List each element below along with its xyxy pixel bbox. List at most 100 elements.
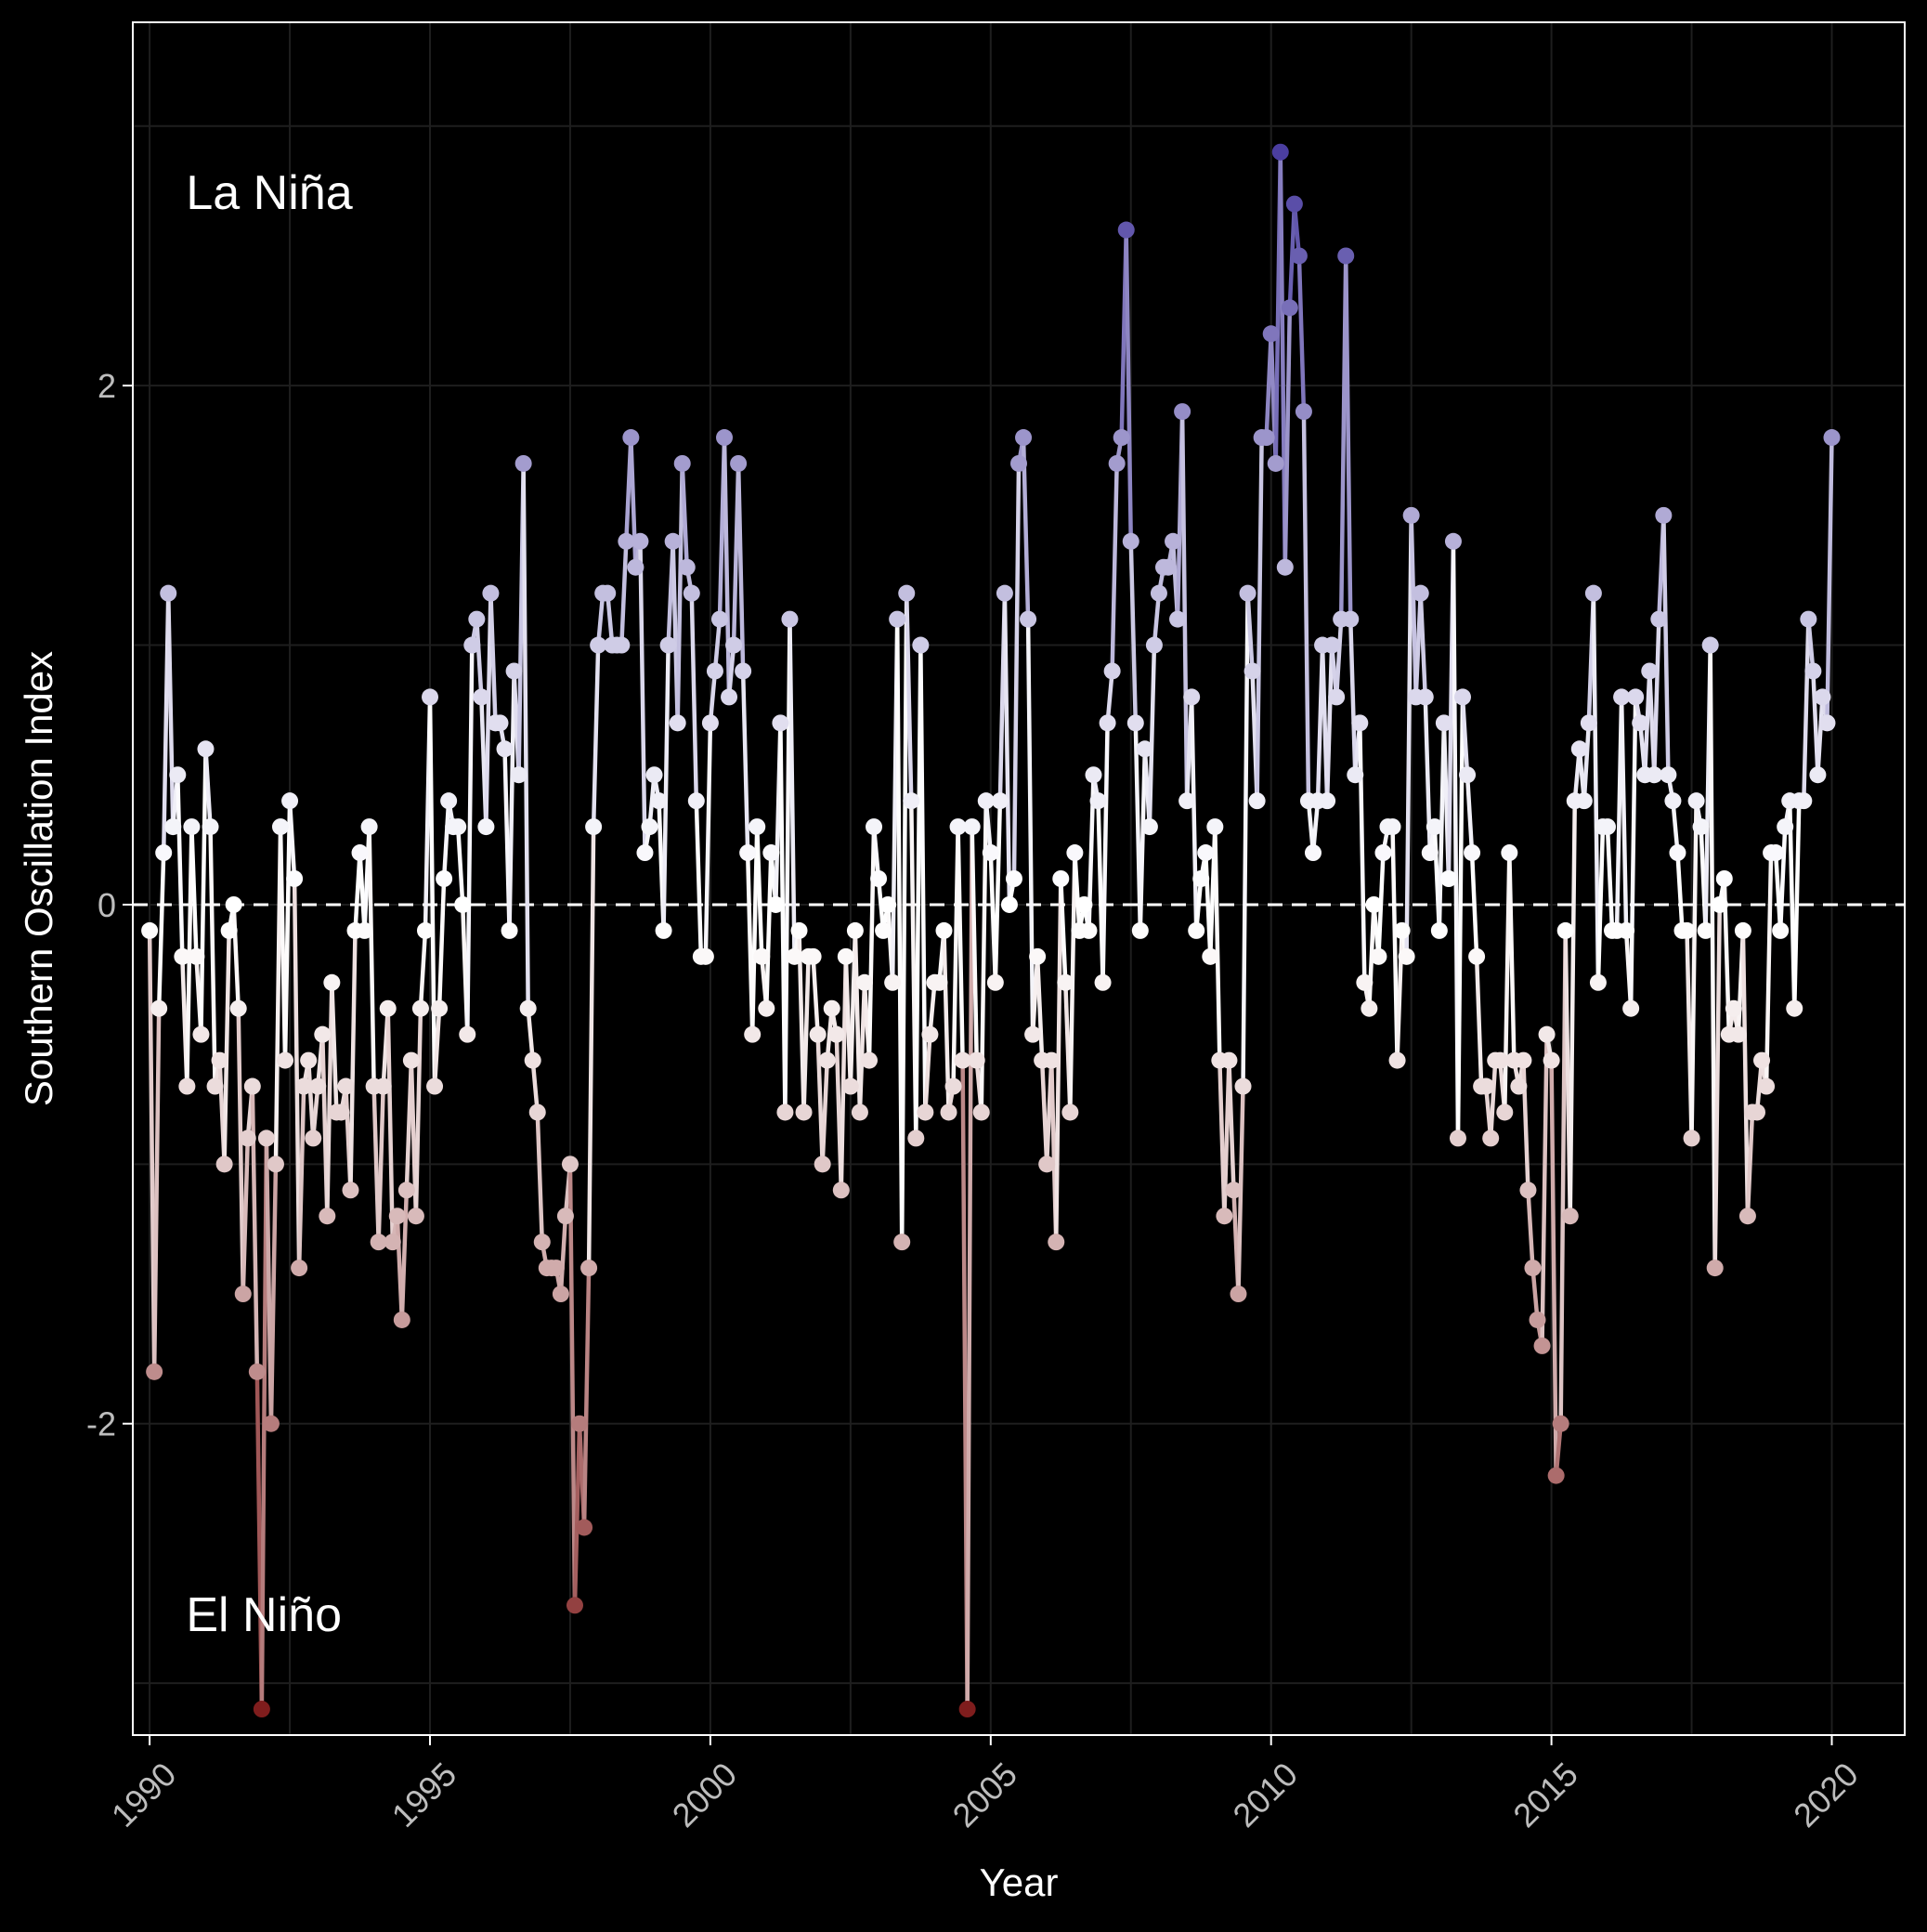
series-segment [1675, 850, 1685, 933]
data-point [1416, 688, 1434, 706]
data-point [706, 662, 723, 680]
data-point [585, 818, 603, 836]
data-point [1692, 818, 1710, 836]
series-segment [993, 798, 1003, 986]
data-point [229, 999, 247, 1017]
data-point [1043, 1051, 1061, 1069]
series-segment [222, 928, 231, 1167]
series-segment [296, 1084, 306, 1271]
data-point [197, 740, 215, 758]
series-segment [465, 643, 475, 1037]
series-segment [558, 1213, 568, 1297]
data-point [1206, 818, 1224, 836]
series-segment [1712, 902, 1722, 1271]
data-point [1725, 999, 1742, 1017]
series-segment [675, 461, 684, 725]
data-point [1342, 610, 1360, 628]
series-segment [1488, 1058, 1498, 1141]
data-point [1290, 247, 1308, 265]
data-point [1464, 844, 1481, 862]
data-point [972, 1103, 990, 1121]
data-point [1000, 895, 1018, 913]
data-point [1319, 792, 1336, 810]
data-point [1304, 844, 1322, 862]
data-point [866, 818, 883, 836]
data-point [921, 1025, 939, 1043]
series-segment [427, 695, 437, 1089]
data-point [1075, 895, 1093, 913]
data-point [1687, 792, 1705, 810]
series-segment [1628, 695, 1638, 1011]
data-point [1515, 1051, 1532, 1069]
data-point [749, 818, 766, 836]
data-point [1103, 662, 1121, 680]
series-segment [367, 824, 376, 1089]
data-point [305, 1129, 322, 1147]
data-point [739, 844, 757, 862]
data-point [832, 1181, 850, 1199]
data-point [1543, 1051, 1560, 1069]
data-point [823, 999, 840, 1017]
data-point [552, 1286, 569, 1303]
series-segment [1324, 643, 1335, 803]
series-segment [330, 980, 339, 1115]
series-segment [605, 591, 615, 647]
data-point [1248, 792, 1266, 810]
series-segment [1343, 254, 1353, 621]
data-point [1388, 1051, 1406, 1069]
series-segment [151, 1006, 162, 1375]
data-point [370, 1234, 387, 1251]
data-point [701, 714, 719, 732]
data-point [206, 1077, 224, 1095]
series-segment [923, 1032, 932, 1115]
data-point [710, 610, 728, 628]
series-segment [231, 902, 241, 1011]
data-point [1347, 766, 1364, 784]
data-point [1701, 636, 1719, 654]
data-point [141, 921, 159, 939]
data-point [1239, 584, 1256, 602]
series-segment [866, 824, 877, 1063]
series-segment [1296, 254, 1307, 414]
series-segment [413, 1006, 423, 1219]
series-segment [282, 798, 293, 1063]
data-point [1823, 429, 1841, 447]
data-point [1038, 1155, 1056, 1173]
data-point [384, 1234, 401, 1251]
data-point [664, 532, 682, 550]
data-point [482, 584, 500, 602]
data-point [440, 792, 458, 810]
data-point [804, 947, 822, 965]
series-segment [572, 1421, 582, 1608]
series-segment [1540, 1032, 1549, 1349]
data-point [618, 532, 635, 550]
data-point [758, 999, 775, 1017]
data-point [1421, 844, 1439, 862]
series-segment [432, 1006, 442, 1089]
series-segment [1334, 617, 1344, 699]
series-segment [1100, 721, 1110, 986]
series-segment [581, 1265, 592, 1530]
data-point [1140, 818, 1158, 836]
data-point [473, 688, 490, 706]
data-point [725, 636, 743, 654]
data-point [1449, 1129, 1466, 1147]
y-tick-label: -2 [86, 1405, 116, 1443]
data-point [1131, 921, 1149, 939]
data-point [547, 1260, 565, 1277]
data-point [683, 584, 700, 602]
series-segment [1193, 876, 1204, 933]
series-segment [1465, 772, 1475, 855]
data-point [1351, 714, 1369, 732]
series-segment [694, 798, 704, 959]
data-point [514, 454, 532, 472]
data-point [1183, 688, 1201, 706]
series-segment [156, 850, 166, 1011]
data-point [963, 818, 981, 836]
data-point [332, 1103, 350, 1121]
data-point [1089, 792, 1107, 810]
data-point [1459, 766, 1477, 784]
data-point [1655, 506, 1673, 524]
series-segment [1689, 798, 1699, 1141]
series-segment [661, 643, 671, 933]
